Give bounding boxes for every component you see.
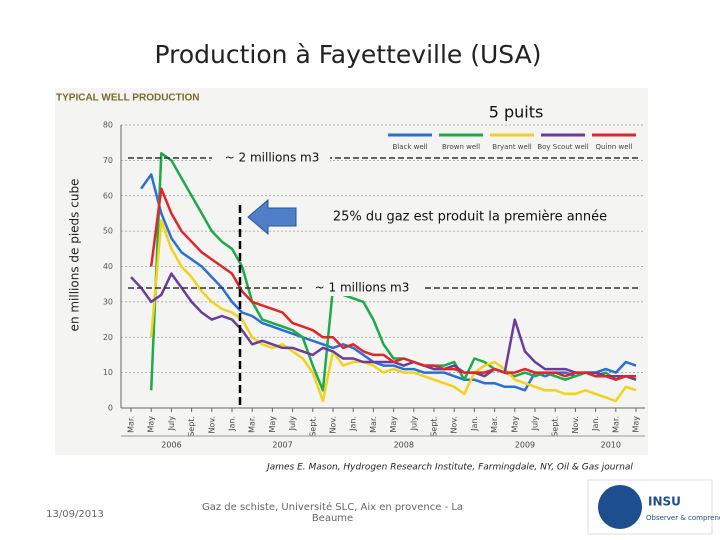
footer-event: Gaz de schiste, Université SLC, Aix en p… bbox=[201, 502, 464, 524]
chart-panel bbox=[55, 88, 648, 455]
x-tick-label: Mar. bbox=[611, 416, 620, 433]
y-tick-label: 70 bbox=[103, 156, 113, 165]
x-tick-label: Sept. bbox=[187, 416, 196, 437]
label-bg bbox=[302, 280, 422, 296]
chart-title: TYPICAL WELL PRODUCTION bbox=[56, 93, 200, 104]
x-tick-label: Nov. bbox=[207, 416, 216, 434]
x-tick-label: Jan. bbox=[470, 416, 479, 432]
slide-title: Production à Fayetteville (USA) bbox=[155, 40, 542, 69]
x-tick-label: July bbox=[288, 416, 297, 432]
year-label: 2006 bbox=[161, 441, 181, 450]
year-label: 2009 bbox=[515, 441, 535, 450]
x-tick-label: May bbox=[632, 416, 641, 433]
legend-label: Black well bbox=[392, 143, 427, 151]
x-tick-label: Mar. bbox=[127, 416, 136, 433]
arrow bbox=[247, 198, 297, 236]
logo-name: INSU bbox=[648, 495, 681, 509]
year-label: 2010 bbox=[601, 441, 621, 450]
x-tick-label: May bbox=[510, 416, 519, 433]
series-line bbox=[149, 187, 636, 381]
logo-mark bbox=[598, 485, 642, 529]
x-tick-label: May bbox=[147, 416, 156, 433]
y-tick-label: 30 bbox=[103, 297, 113, 306]
y-tick-label: 60 bbox=[103, 191, 113, 200]
x-tick-label: May bbox=[268, 416, 277, 433]
series-line bbox=[149, 152, 637, 392]
series-line bbox=[149, 219, 637, 403]
legend-label: Boy Scout well bbox=[537, 143, 588, 151]
annotation: 25% du gaz est produit la première année bbox=[333, 210, 607, 225]
series-line bbox=[130, 272, 637, 381]
plot: 0 10 20 30 40 50 60 70 80 Mar. May July Sept. Nov. Jan… bbox=[103, 121, 645, 450]
x-tick-label: Sept. bbox=[308, 416, 317, 437]
annotation: ~ 2 millions m3 bbox=[225, 151, 320, 165]
x-tick-label: Mar. bbox=[369, 416, 378, 433]
y-tick-label: 0 bbox=[108, 404, 113, 413]
x-tick-label: Jan. bbox=[349, 416, 358, 432]
x-tick-label: July bbox=[167, 416, 176, 432]
x-tick-label: July bbox=[531, 416, 540, 432]
x-tick-label: Mar. bbox=[490, 416, 499, 433]
y-axis-label: en millions de pieds cube bbox=[68, 179, 82, 332]
legend-label: Bryant well bbox=[492, 143, 531, 151]
x-tick-label: Sept. bbox=[551, 416, 560, 437]
label-bg bbox=[212, 150, 330, 166]
x-tick-label: Jan. bbox=[228, 416, 237, 432]
logo-tagline: Observer & comprendre bbox=[646, 514, 720, 522]
x-tick-label: May bbox=[389, 416, 398, 433]
y-tick-label: 10 bbox=[103, 368, 113, 377]
year-label: 2007 bbox=[272, 441, 292, 450]
legend-label: Brown well bbox=[442, 143, 480, 151]
annotation: ~ 1 millions m3 bbox=[315, 281, 410, 295]
year-label: 2008 bbox=[394, 441, 414, 450]
y-tick-label: 50 bbox=[103, 227, 113, 236]
x-tick-label: Nov. bbox=[571, 416, 580, 434]
x-tick-label: Nov. bbox=[450, 416, 459, 434]
x-tick-label: Jan. bbox=[591, 416, 600, 432]
source: James E. Mason, Hydrogen Research Instit… bbox=[265, 463, 633, 473]
legend-label: Quinn well bbox=[596, 143, 633, 151]
chart-subtitle: 5 puits bbox=[489, 103, 544, 122]
y-tick-label: 40 bbox=[103, 262, 113, 271]
footer-date: 13/09/2013 bbox=[46, 509, 104, 520]
y-tick-label: 20 bbox=[103, 333, 113, 342]
x-tick-label: Mar. bbox=[248, 416, 257, 433]
x-tick-label: Nov. bbox=[329, 416, 338, 434]
y-tick-label: 80 bbox=[103, 121, 113, 130]
x-tick-label: July bbox=[409, 416, 418, 432]
x-tick-label: Sept. bbox=[430, 416, 439, 437]
